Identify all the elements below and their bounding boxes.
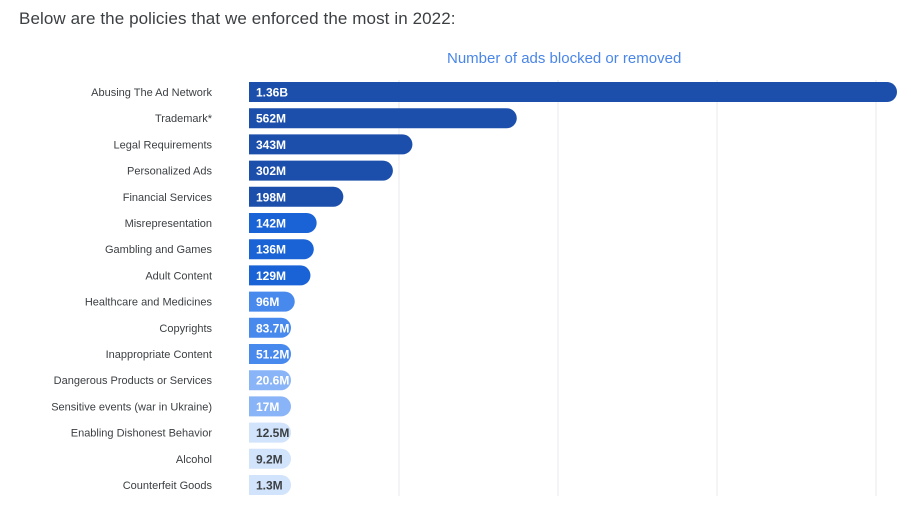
bar xyxy=(249,213,317,233)
bar xyxy=(249,160,393,181)
category-label: Enabling Dishonest Behavior xyxy=(71,428,213,440)
data-label: 142M xyxy=(256,217,286,231)
bar xyxy=(249,448,291,469)
category-label: Misrepresentation xyxy=(125,218,212,230)
data-label: 83.7M xyxy=(256,321,289,335)
category-label: Legal Requirements xyxy=(114,139,213,151)
data-label: 129M xyxy=(256,269,286,283)
data-label: 302M xyxy=(256,164,286,178)
category-label: Alcohol xyxy=(176,454,212,466)
data-label: 1.3M xyxy=(256,479,283,493)
category-label: Financial Services xyxy=(123,192,213,204)
bar xyxy=(249,370,291,391)
category-label: Personalized Ads xyxy=(127,166,212,178)
bar xyxy=(249,291,295,312)
category-label: Abusing The Ad Network xyxy=(91,87,212,99)
category-label: Copyrights xyxy=(159,323,212,335)
data-label: 343M xyxy=(256,138,286,152)
category-label: Counterfeit Goods xyxy=(123,480,213,492)
category-label: Healthcare and Medicines xyxy=(85,297,213,309)
data-label: 1.36B xyxy=(256,86,288,100)
category-label: Trademark* xyxy=(155,113,213,125)
data-label: 12.5M xyxy=(256,426,289,440)
data-label: 198M xyxy=(256,190,286,204)
data-label: 96M xyxy=(256,295,279,309)
page-heading: Below are the policies that we enforced … xyxy=(19,9,456,28)
data-label: 9.2M xyxy=(256,452,283,466)
bar xyxy=(249,475,291,495)
bar xyxy=(249,422,291,443)
data-label: 51.2M xyxy=(256,348,289,362)
category-label: Gambling and Games xyxy=(105,244,212,256)
bar xyxy=(249,108,517,129)
bar xyxy=(249,82,897,102)
category-label: Sensitive events (war in Ukraine) xyxy=(51,401,212,413)
bar xyxy=(249,134,413,155)
data-label: 17M xyxy=(256,400,279,414)
data-label: 136M xyxy=(256,243,286,257)
bar xyxy=(249,317,291,338)
chart-title: Number of ads blocked or removed xyxy=(447,50,682,67)
data-label: 20.6M xyxy=(256,374,289,388)
category-label: Dangerous Products or Services xyxy=(54,375,213,387)
bar xyxy=(249,186,344,207)
bar xyxy=(249,344,291,364)
data-label: 562M xyxy=(256,112,286,126)
category-label: Adult Content xyxy=(145,270,212,282)
bar xyxy=(249,265,311,286)
bar xyxy=(249,396,291,417)
category-label: Inappropriate Content xyxy=(106,349,212,361)
bar xyxy=(249,239,314,260)
